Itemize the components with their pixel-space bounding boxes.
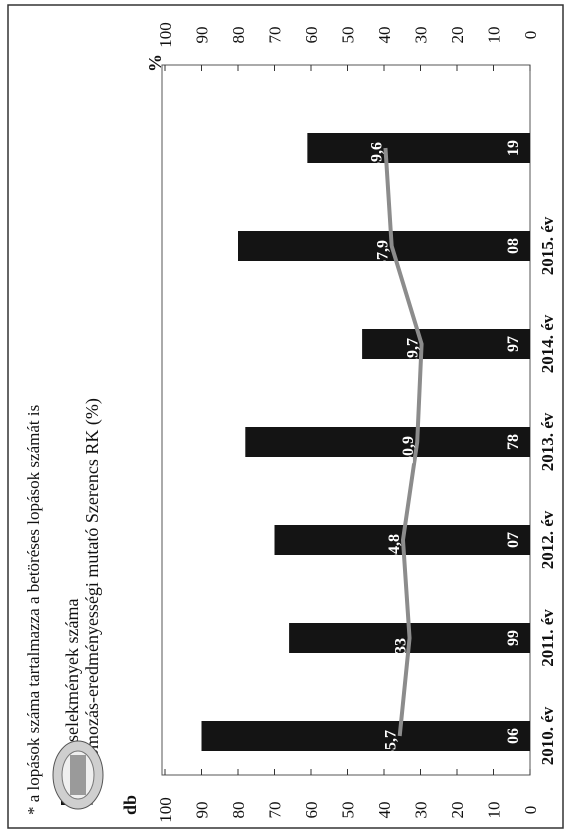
bar [238,231,530,261]
left-tick-label: 10 [485,802,504,819]
left-tick-label: 50 [339,802,358,819]
chart-frame [7,4,564,829]
left-tick-label: 20 [448,802,467,819]
bars-group: 06 99 07 78 97 08 19 [201,133,531,751]
right-tick-label: 90 [193,27,212,44]
left-tick-label: 30 [412,802,431,819]
crest-logo [52,740,104,810]
bar-value-label: 78 [505,434,522,450]
left-tick-label: 40 [375,802,394,819]
category-label: 2014. év [538,314,557,373]
bar-value-label: 19 [505,140,522,156]
left-tick-label: 0 [521,806,540,815]
right-tick-label: 20 [448,27,467,44]
left-tick-label: 70 [266,802,285,819]
category-label: 2015. év [538,216,557,275]
right-tick-label: 40 [375,27,394,44]
bar-value-label: 97 [505,336,522,352]
line-path [383,147,424,737]
line-series: 35,7 33 34,8 30,9 29,7 37,9 39,6 [368,142,424,758]
category-label: 2012. év [538,510,557,569]
right-tick-label: 30 [412,27,431,44]
bar-value-label: 06 [505,728,522,744]
legend-line-label: Nyomozás-eredményességi mutató Szerencs … [82,398,103,780]
right-tick-label: 60 [302,27,321,44]
line-value-label: 37,9 [375,240,392,268]
left-tick-label: 80 [229,802,248,819]
bar-value-label: 08 [505,238,522,254]
category-labels: 2010. év 2011. év 2012. év 2013. év 2014. év… [538,216,557,765]
right-tick-label: 10 [485,27,504,44]
line-value-label: 29,7 [405,338,422,366]
bar [307,133,530,163]
line-value-label: 39,6 [368,142,385,170]
right-tick-label: 100 [156,22,175,48]
category-label: 2011. év [538,609,557,667]
legend-bar-label: Bűncselekmények száma [62,599,82,780]
left-axis-ticks: 0 10 20 30 40 50 60 70 80 90 100 [156,769,540,823]
bar [245,427,531,457]
right-axis-unit: % [145,54,165,72]
right-tick-label: 50 [339,27,358,44]
bar [201,721,530,751]
bar-value-label: 99 [505,630,522,646]
bar-value-label: 07 [505,532,522,548]
line-value-label: 33 [393,638,410,654]
right-tick-label: 70 [266,27,285,44]
chart-note: * a lopások száma tartalmazza a betörése… [24,405,43,815]
category-label: 2010. év [538,706,557,765]
left-axis-unit: db [120,795,140,815]
right-tick-label: 80 [229,27,248,44]
left-tick-label: 60 [302,802,321,819]
line-value-label: 35,7 [383,730,400,758]
bar [362,329,530,359]
left-tick-label: 100 [156,797,175,823]
right-axis-ticks: 0 10 20 30 40 50 60 70 80 90 100 [156,22,540,71]
right-tick-label: 0 [521,31,540,40]
plot-area [161,64,531,776]
left-tick-label: 90 [193,802,212,819]
category-label: 2013. év [538,412,557,471]
line-value-label: 34,8 [386,534,403,562]
line-value-label: 30,9 [400,436,417,464]
